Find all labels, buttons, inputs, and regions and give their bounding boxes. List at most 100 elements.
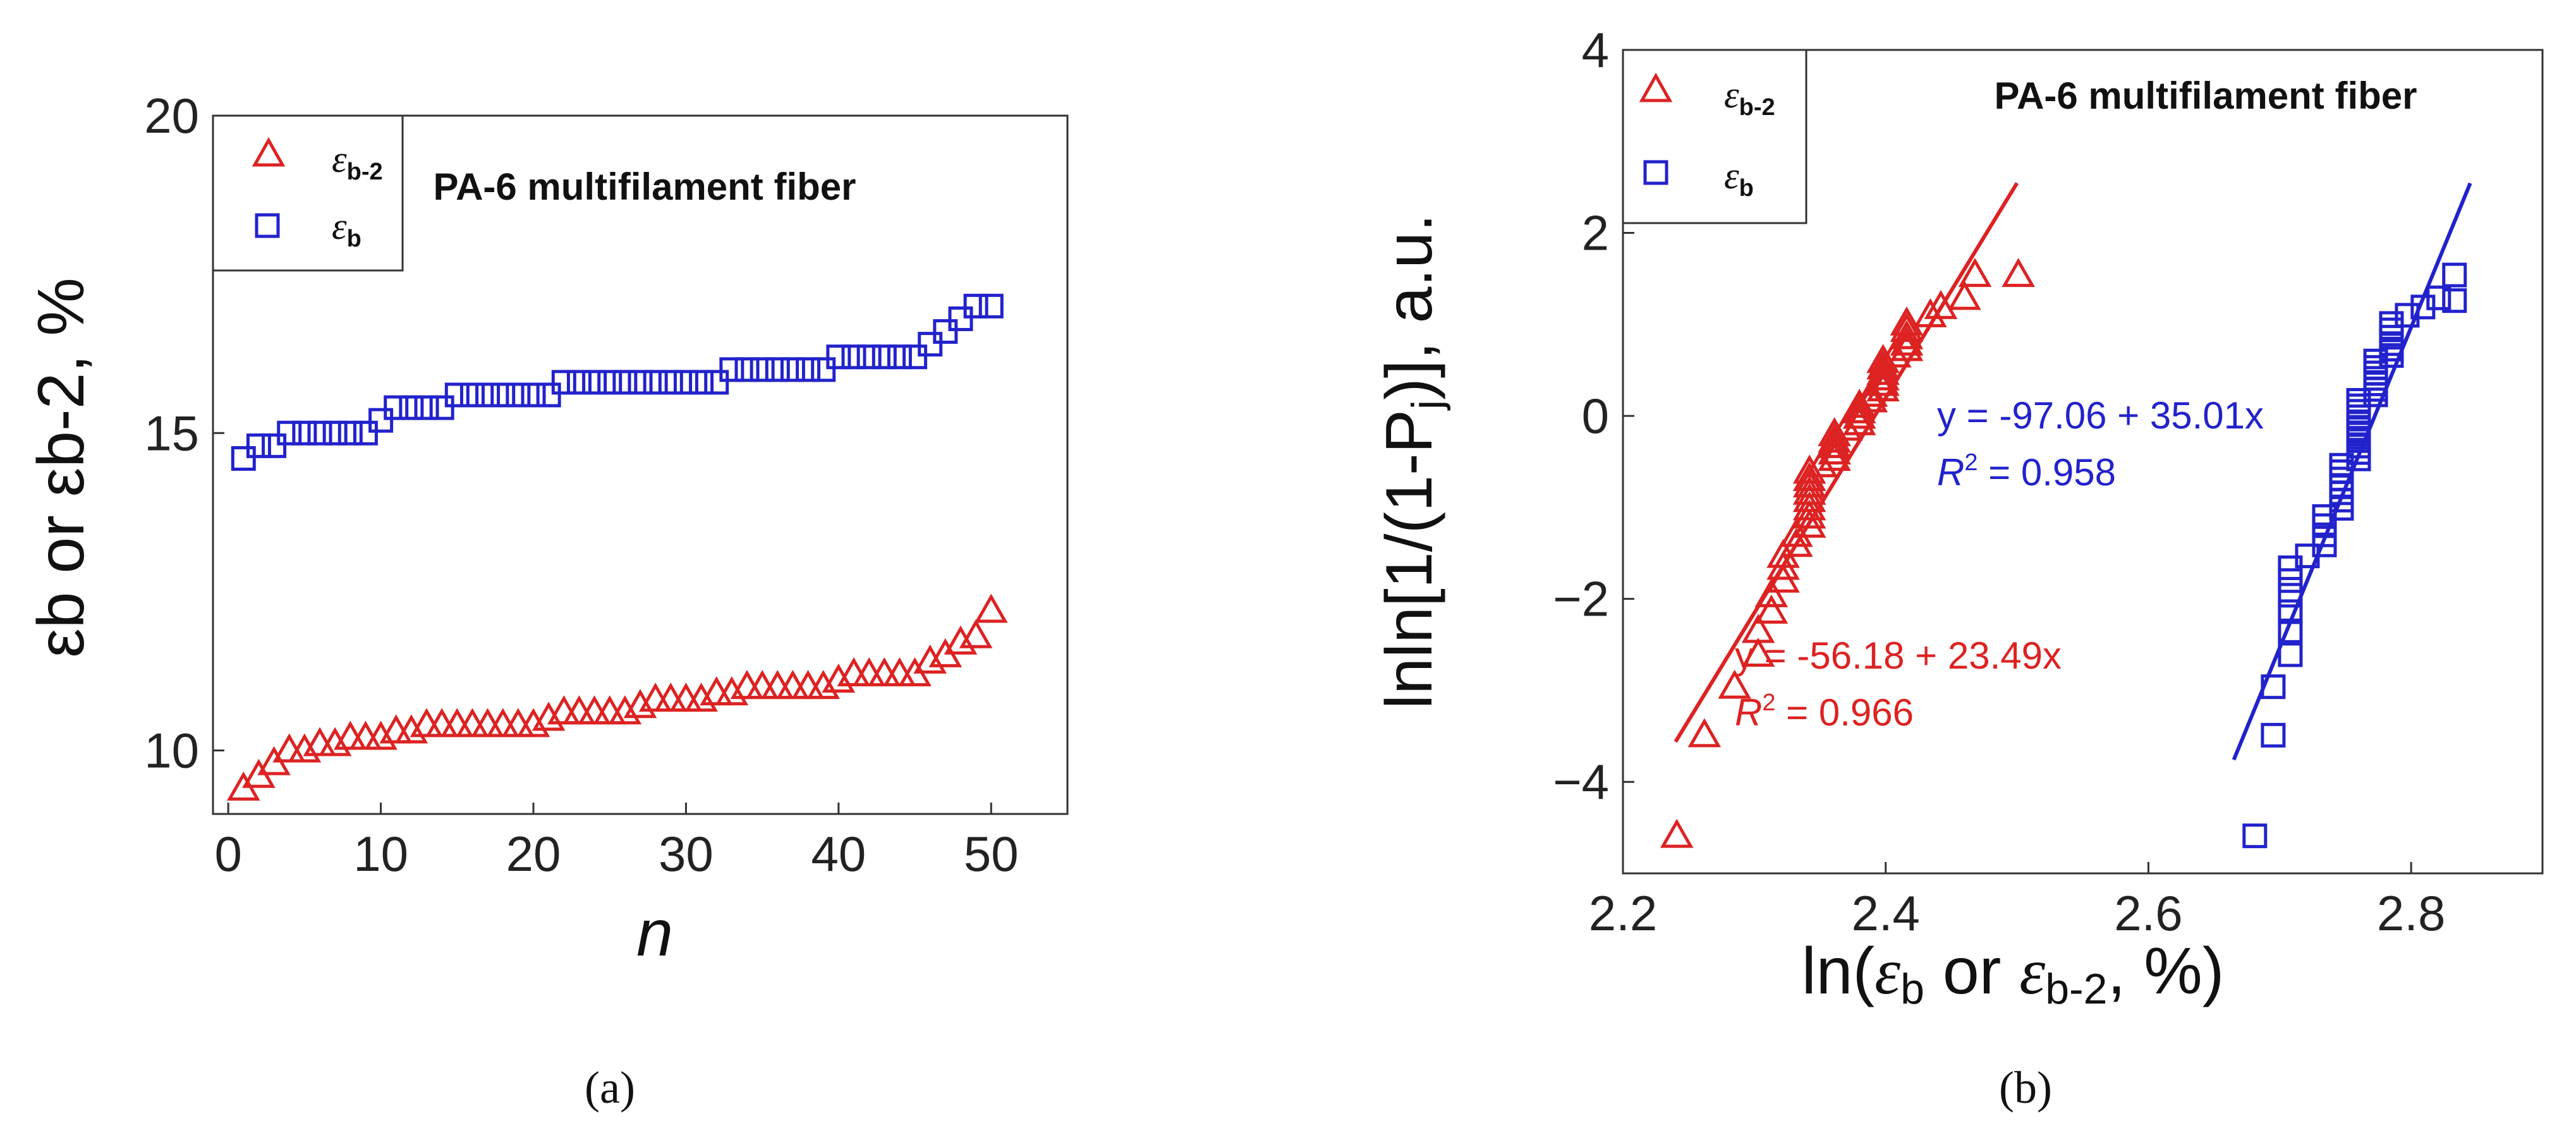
data-point-eb2 — [1924, 289, 1958, 319]
panel-b-caption: (b) — [1999, 1062, 2052, 1113]
panel-b-legend-marker-triangle — [1639, 72, 1673, 102]
data-point-eb — [2442, 262, 2467, 288]
panel-a-legend-marker-square — [255, 213, 280, 238]
data-point-eb — [337, 420, 363, 446]
data-point-eb2 — [1958, 258, 1992, 288]
data-point-eb — [796, 357, 821, 382]
x-tick-label: 0 — [214, 826, 241, 882]
data-point-eb — [612, 370, 638, 395]
data-point-eb2 — [1780, 518, 1813, 547]
panel-b-data-points — [1660, 258, 2467, 849]
data-point-eb — [826, 344, 851, 370]
data-point-eb — [490, 382, 516, 408]
data-point-eb2 — [364, 720, 398, 750]
data-point-eb — [521, 382, 546, 408]
data-point-eb — [872, 344, 897, 370]
data-point-eb2 — [516, 708, 550, 737]
data-point-eb2 — [2002, 258, 2035, 288]
data-point-eb — [2426, 285, 2451, 310]
data-point-eb2 — [1792, 491, 1826, 521]
data-point-eb2 — [1890, 312, 1924, 343]
panel-b-y-ticks: −4 −2 0 2 4 — [1553, 22, 1634, 810]
data-point-eb — [2410, 294, 2436, 320]
data-point-eb — [2278, 642, 2303, 667]
data-point-eb — [704, 370, 729, 395]
data-point-eb2 — [1792, 499, 1826, 529]
data-point-eb2 — [974, 593, 1008, 623]
panel-a-y-axis-label: εb or εb-2, % — [25, 277, 98, 657]
panel-a-legend-label-eb: εb — [332, 205, 361, 252]
data-point-eb2 — [1914, 298, 1947, 327]
data-point-eb — [506, 382, 531, 408]
data-point-eb — [429, 395, 454, 420]
data-point-eb — [459, 382, 485, 408]
data-point-eb2 — [623, 689, 657, 719]
data-point-eb — [292, 420, 317, 446]
data-point-eb2 — [1890, 306, 1924, 336]
data-point-eb — [551, 370, 576, 395]
panel-b-legend-marker-square — [1643, 160, 1668, 185]
data-point-eb — [2329, 452, 2354, 478]
data-point-eb — [2242, 823, 2268, 849]
x-tick-label: 2.2 — [1589, 885, 1657, 941]
data-point-eb — [918, 332, 943, 357]
data-point-eb — [719, 357, 744, 382]
panel-b-plot-frame — [1622, 49, 2544, 875]
data-point-eb — [414, 395, 439, 420]
data-point-eb2 — [1948, 281, 1981, 310]
data-point-eb — [963, 293, 988, 319]
data-point-eb — [841, 344, 866, 370]
panel-a: 0 10 20 30 40 50 10 15 20 εb-2 εb PA-6 multifil… — [25, 88, 1069, 1113]
x-tick-label: 30 — [659, 826, 714, 882]
data-point-eb — [978, 293, 1004, 319]
data-point-eb — [322, 420, 348, 446]
data-point-eb2 — [1792, 483, 1826, 513]
y-tick-label: 10 — [144, 723, 199, 779]
panel-b-legend-label-eb2: εb-2 — [1724, 74, 1775, 121]
data-point-eb — [856, 344, 882, 370]
y-tick-label: −4 — [1553, 754, 1609, 810]
data-point-eb — [2395, 303, 2420, 328]
data-point-eb2 — [318, 727, 352, 756]
x-tick-label: 50 — [964, 826, 1019, 882]
panel-b-title: PA-6 multifilament fiber — [1995, 75, 2417, 117]
data-point-eb2 — [1754, 578, 1789, 607]
x-tick-label: 40 — [811, 826, 866, 882]
data-point-eb — [734, 357, 760, 382]
panel-b-x-axis-label: ln(εb or εb-2, %) — [1802, 935, 2225, 1013]
panel-a-title: PA-6 multifilament fiber — [434, 166, 856, 208]
panel-b: 2.2 2.4 2.6 2.8 −4 −2 0 2 4 εb-2 εb PA-6 multif… — [1373, 22, 2544, 1113]
panel-b-fit-r2-blue: R2 = 0.958 — [1937, 449, 2116, 494]
panel-a-plot-frame — [212, 114, 1069, 815]
data-point-eb — [566, 370, 592, 395]
data-point-eb — [2278, 568, 2303, 593]
data-point-eb2 — [715, 676, 749, 706]
data-point-eb2 — [1660, 818, 1694, 848]
y-tick-label: 20 — [144, 88, 199, 143]
data-point-eb — [2261, 674, 2286, 700]
data-point-eb — [933, 319, 958, 344]
data-point-eb — [384, 395, 409, 420]
data-point-eb — [811, 357, 836, 382]
x-tick-label: 20 — [506, 826, 561, 882]
x-tick-label: 2.4 — [1851, 885, 1919, 941]
panel-a-x-axis-label: n — [636, 897, 673, 970]
y-tick-label: 2 — [1582, 205, 1609, 261]
x-tick-label: 2.8 — [2377, 885, 2445, 941]
panel-a-y-ticks: 10 15 20 — [144, 88, 224, 779]
data-point-eb — [2312, 504, 2337, 529]
data-point-eb — [2442, 288, 2467, 313]
data-point-eb — [765, 357, 790, 382]
data-point-eb — [780, 357, 805, 382]
data-point-eb — [475, 382, 501, 408]
data-point-eb — [689, 370, 714, 395]
y-tick-label: 15 — [144, 405, 199, 461]
data-point-eb — [902, 344, 928, 370]
y-tick-label: 4 — [1582, 22, 1609, 78]
data-point-eb2 — [1780, 528, 1813, 557]
data-point-eb2 — [1718, 669, 1751, 699]
data-point-eb — [2261, 722, 2286, 748]
data-point-eb — [948, 306, 973, 331]
data-point-eb2 — [913, 644, 947, 674]
